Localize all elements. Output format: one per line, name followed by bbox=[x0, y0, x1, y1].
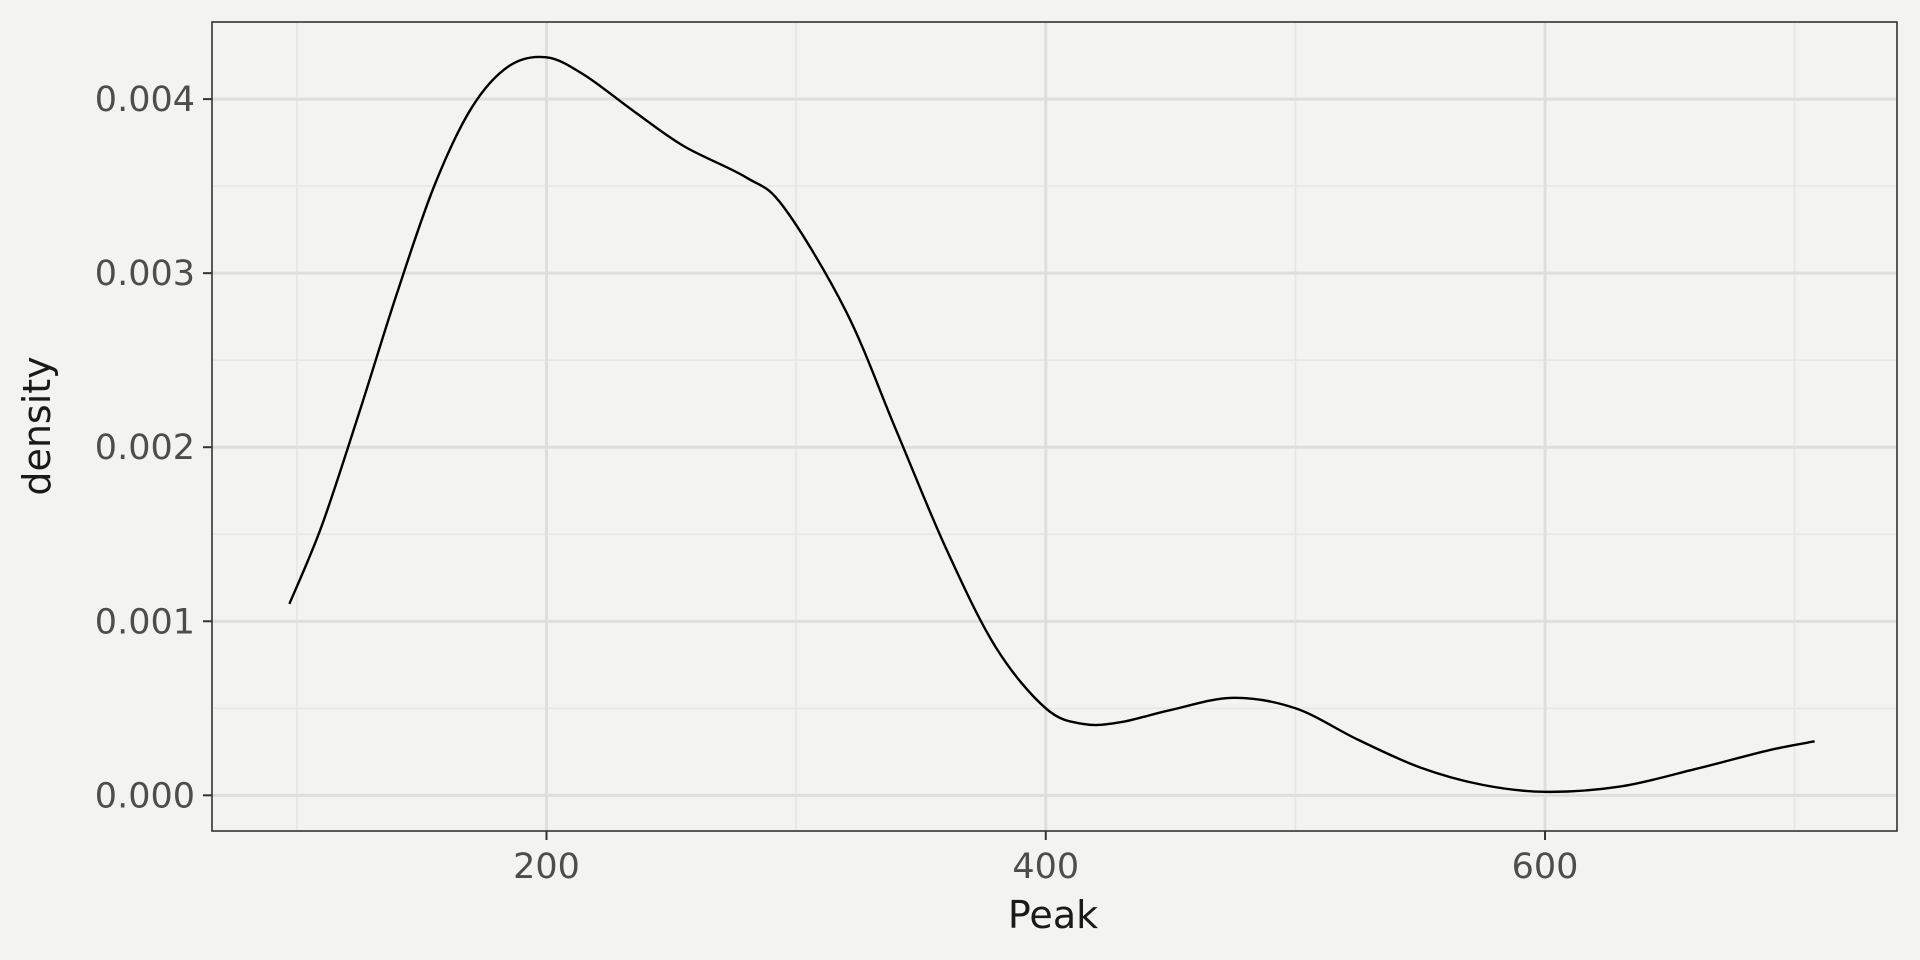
major-gridlines bbox=[212, 22, 1897, 831]
y-tick-label: 0.004 bbox=[95, 80, 195, 120]
panel-border bbox=[211, 21, 1898, 832]
y-axis: 0.000 0.001 0.002 0.003 0.004 bbox=[95, 80, 212, 816]
density-curve bbox=[288, 55, 1815, 794]
x-tick-label: 400 bbox=[1012, 847, 1079, 887]
y-axis-title: density bbox=[15, 356, 59, 495]
panel-background bbox=[212, 22, 1897, 831]
y-tick-label: 0.001 bbox=[95, 602, 195, 642]
y-tick-label: 0.002 bbox=[95, 428, 195, 468]
x-tick-label: 200 bbox=[513, 847, 580, 887]
minor-gridlines bbox=[212, 22, 1897, 831]
series-layer bbox=[288, 55, 1815, 794]
x-tick-label: 600 bbox=[1512, 847, 1579, 887]
y-tick-label: 0.003 bbox=[95, 254, 195, 294]
x-axis: 200 400 600 bbox=[513, 831, 1578, 887]
x-axis-title: Peak bbox=[1008, 893, 1098, 937]
y-tick-label: 0.000 bbox=[95, 776, 195, 816]
